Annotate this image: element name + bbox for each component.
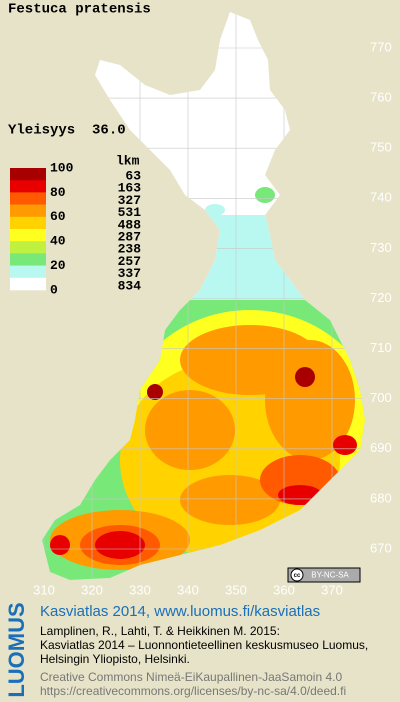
northing-label: 750: [370, 140, 392, 155]
legend-swatch: [10, 277, 46, 291]
logo: LUOMUS: [4, 602, 29, 697]
legend-swatch: [10, 229, 46, 242]
map-zone: [145, 390, 235, 470]
legend-swatch: [10, 168, 46, 181]
legend-count: 163: [118, 181, 142, 196]
map-zone: [95, 531, 145, 559]
easting-label: 340: [177, 582, 199, 597]
northing-label: 770: [370, 39, 392, 54]
easting-label: 370: [321, 582, 343, 597]
legend-count: 287: [118, 230, 141, 245]
map-zone: [295, 367, 315, 387]
cc-badge: cc BY-NC-SA: [287, 567, 361, 583]
easting-label: 360: [273, 582, 295, 597]
northing-label: 680: [370, 490, 392, 505]
legend-scale-label: 20: [50, 258, 66, 273]
easting-label: 330: [129, 582, 151, 597]
map-zone: [265, 340, 355, 460]
map-zone: [205, 204, 225, 216]
legend-scale-label: 0: [50, 282, 58, 297]
citation-line: Helsingin Yliopisto, Helsinki.: [40, 652, 190, 666]
easting-label: 310: [33, 582, 55, 597]
legend-swatch: [10, 204, 46, 218]
legend-count: 63: [125, 169, 141, 184]
badge-text: BY-NC-SA: [311, 571, 349, 580]
legend-swatch: [10, 192, 46, 205]
frequency: Yleisyys 36.0: [8, 123, 126, 139]
northing-label: 720: [370, 290, 392, 305]
map-zone: [180, 475, 280, 525]
legend-count: 834: [118, 278, 142, 293]
badge-icon-text: cc: [294, 573, 301, 579]
legend-swatch: [10, 253, 46, 266]
legend-scale-label: 60: [50, 209, 66, 224]
badge-icon: [290, 568, 304, 582]
badge-frame: [287, 567, 361, 583]
occurrence-map: [42, 12, 365, 580]
map-zone: [278, 485, 322, 505]
northing-label: 670: [370, 540, 392, 555]
northing-label: 700: [370, 390, 392, 405]
easting-label: 320: [81, 582, 103, 597]
map-zone: [255, 187, 275, 203]
legend-count: 488: [118, 217, 142, 232]
legend-swatch: [10, 180, 46, 193]
legend-swatch: [10, 265, 46, 279]
legend-scale-label: 100: [50, 160, 74, 175]
license-line: Creative Commons Nimeä-EiKaupallinen-Jaa…: [40, 670, 342, 684]
species-title: Festuca pratensis: [8, 2, 151, 18]
citation-line: Lamplinen, R., Lahti, T. & Heikkinen M. …: [40, 624, 280, 638]
northing-label: 730: [370, 240, 392, 255]
license-line: https://creativecommons.org/licenses/by-…: [40, 684, 346, 698]
count-header: lkm: [116, 153, 140, 168]
legend-swatch: [10, 216, 46, 230]
legend-count: 531: [118, 205, 142, 220]
legend-count: 238: [118, 242, 142, 257]
citation-line: Kasviatlas 2014 – Luonnontieteellinen ke…: [40, 638, 368, 652]
easting-label: 350: [225, 582, 247, 597]
northing-label: 690: [370, 440, 392, 455]
northing-label: 740: [370, 190, 392, 205]
map-zone: [147, 384, 163, 400]
legend-scale-label: 80: [50, 185, 66, 200]
northing-label: 710: [370, 340, 392, 355]
map-zone: [333, 435, 357, 455]
legend-count: 327: [118, 193, 141, 208]
legend-count: 257: [118, 254, 141, 269]
northing-label: 760: [370, 90, 392, 105]
legend-scale-label: 40: [50, 234, 66, 249]
legend-swatch: [10, 241, 46, 254]
map-zone: [50, 535, 70, 555]
legend-count: 337: [118, 266, 141, 281]
credits-heading: Kasviatlas 2014, www.luomus.fi/kasviatla…: [40, 603, 320, 620]
